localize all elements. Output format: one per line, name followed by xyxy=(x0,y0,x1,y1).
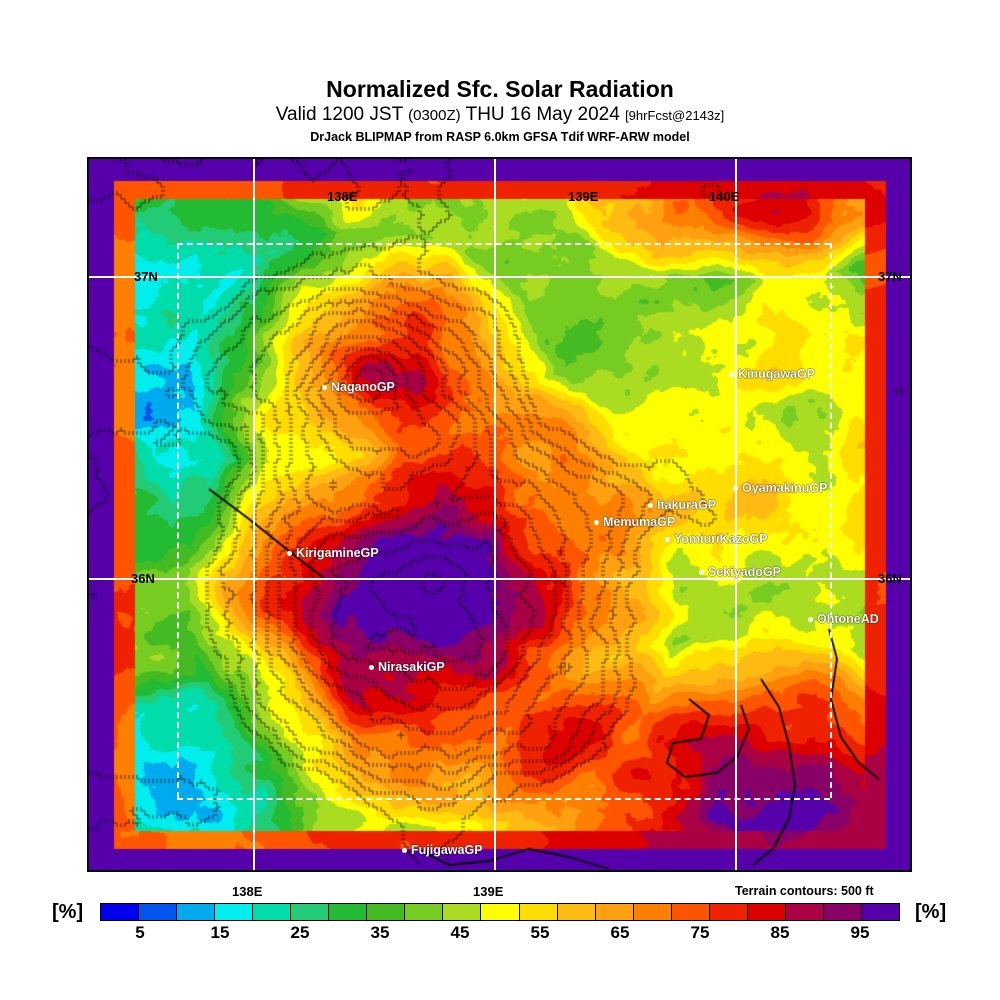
colorbar-segment xyxy=(329,904,368,920)
colorbar-segment xyxy=(101,904,140,920)
station-label: FujigawaGP xyxy=(411,843,483,857)
weather-map[interactable]: 138E 139E 140E 37N 37N 36N 36N KinugawaG… xyxy=(87,157,912,872)
colorbar-segment xyxy=(139,904,178,920)
gridline-lon-139 xyxy=(494,159,496,870)
station-marker[interactable]: KirigamineGP xyxy=(287,546,379,560)
colorbar-segment xyxy=(747,904,786,920)
gridline-lat-36 xyxy=(89,578,910,580)
colorbar-segment xyxy=(215,904,254,920)
source-line: DrJack BLIPMAP from RASP 6.0km GFSA Tdif… xyxy=(310,130,690,144)
colorbar-segment xyxy=(367,904,406,920)
station-dot-icon xyxy=(402,847,407,853)
header-block: Normalized Sfc. Solar Radiation Valid 12… xyxy=(0,76,1000,145)
page-title: Normalized Sfc. Solar Radiation xyxy=(326,76,674,102)
colorbar-swatches xyxy=(100,903,900,921)
station-label: OhtoneAD xyxy=(817,612,879,626)
lon-label-top-138e: 138E xyxy=(327,189,358,204)
lon-label-top-140e: 140E xyxy=(709,189,740,204)
colorbar-segment xyxy=(785,904,824,920)
colorbar-segment xyxy=(709,904,748,920)
colorbar-segment xyxy=(671,904,710,920)
colorbar-segment xyxy=(253,904,292,920)
lat-label-right-36n: 36N xyxy=(878,571,902,586)
station-label: KirigamineGP xyxy=(296,546,379,560)
station-marker[interactable]: FujigawaGP xyxy=(402,843,483,857)
station-marker[interactable]: SekiyadoGP xyxy=(699,565,781,579)
lat-label-right-37n: 37N xyxy=(878,269,902,284)
colorbar-segment xyxy=(557,904,596,920)
colorbar-segment xyxy=(519,904,558,920)
valid-day: THU 16 May 2024 xyxy=(465,104,620,125)
station-label: NirasakiGP xyxy=(378,660,445,674)
colorbar-segment xyxy=(443,904,482,920)
valid-main: Valid 1200 JST xyxy=(275,104,403,125)
lon-label-bottom-139e: 139E xyxy=(473,884,504,899)
station-dot-icon xyxy=(729,371,734,377)
station-marker[interactable]: OhtoneAD xyxy=(808,612,879,626)
colorbar-tick-35: 35 xyxy=(370,923,390,942)
station-marker[interactable]: MemumaGP xyxy=(594,515,675,529)
station-dot-icon xyxy=(699,569,704,575)
station-label: ItakuraGP xyxy=(657,498,717,512)
colorbar-tick-85: 85 xyxy=(770,923,790,942)
colorbar-segment xyxy=(177,904,216,920)
colorbar-tick-45: 45 xyxy=(450,923,470,942)
station-marker[interactable]: YomiuriKazoGP xyxy=(665,532,768,546)
unit-label-right: [%] xyxy=(915,901,947,923)
colorbar-tick-5: 5 xyxy=(135,923,145,942)
station-marker[interactable]: KinugawaGP xyxy=(729,367,815,381)
station-dot-icon xyxy=(369,664,374,670)
unit-label-left: [%] xyxy=(52,901,84,923)
lat-label-left-37n: 37N xyxy=(134,269,158,284)
colorbar-tick-75: 75 xyxy=(690,923,710,942)
colorbar-tick-95: 95 xyxy=(850,923,870,942)
subdomain-box-bottom xyxy=(177,798,830,800)
colorbar-segment xyxy=(405,904,444,920)
station-dot-icon xyxy=(665,536,670,542)
colorbar-segment xyxy=(823,904,862,920)
station-dot-icon xyxy=(287,550,292,556)
station-label: YomiuriKazoGP xyxy=(674,532,768,546)
station-dot-icon xyxy=(322,384,327,390)
station-dot-icon xyxy=(808,616,813,622)
lat-label-left-36n: 36N xyxy=(131,571,155,586)
solar-radiation-field xyxy=(89,159,910,870)
station-marker[interactable]: NaganoGP xyxy=(322,380,395,394)
colorbar-tick-15: 15 xyxy=(210,923,230,942)
terrain-contour-note: Terrain contours: 500 ft xyxy=(735,884,874,898)
station-dot-icon xyxy=(594,519,599,525)
station-label: OyamakinuGP xyxy=(742,481,828,495)
station-label: NaganoGP xyxy=(331,380,395,394)
gridline-lon-138 xyxy=(253,159,255,870)
gridline-lon-140 xyxy=(735,159,737,870)
colorbar-legend: [%] [%] 5 15 25 35 45 55 65 75 85 95 xyxy=(0,901,1000,953)
colorbar-tick-65: 65 xyxy=(610,923,630,942)
subdomain-box-right xyxy=(830,243,832,798)
colorbar-segment xyxy=(291,904,330,920)
station-marker[interactable]: ItakuraGP xyxy=(648,498,716,512)
station-label: MemumaGP xyxy=(603,515,676,529)
subdomain-box-left xyxy=(177,243,179,798)
station-marker[interactable]: OyamakinuGP xyxy=(733,481,827,495)
colorbar-segment xyxy=(595,904,634,920)
valid-time-line: Valid 1200 JST (0300Z) THU 16 May 2024 [… xyxy=(0,103,1000,127)
colorbar-segment xyxy=(861,904,899,920)
gridline-lat-37 xyxy=(89,276,910,278)
colorbar-tick-25: 25 xyxy=(290,923,310,942)
subdomain-box-top xyxy=(177,243,830,245)
station-dot-icon xyxy=(648,502,653,508)
station-label: SekiyadoGP xyxy=(708,565,781,579)
lon-label-bottom-138e: 138E xyxy=(232,884,263,899)
station-dot-icon xyxy=(733,485,738,491)
lon-label-top-139e: 139E xyxy=(568,189,599,204)
colorbar-segment xyxy=(633,904,672,920)
station-label: KinugawaGP xyxy=(738,367,816,381)
forecast-tag: [9hrFcst@2143z] xyxy=(625,108,725,123)
station-marker[interactable]: NirasakiGP xyxy=(369,660,445,674)
valid-z: (0300Z) xyxy=(408,107,461,124)
colorbar-segment xyxy=(481,904,520,920)
colorbar-tick-55: 55 xyxy=(530,923,550,942)
